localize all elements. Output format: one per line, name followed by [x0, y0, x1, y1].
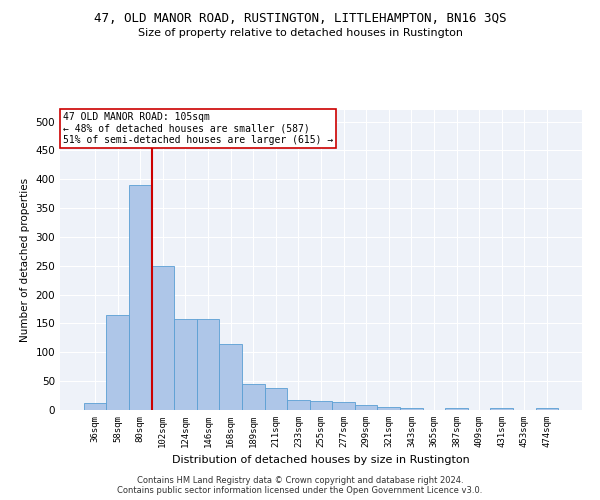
Text: 47, OLD MANOR ROAD, RUSTINGTON, LITTLEHAMPTON, BN16 3QS: 47, OLD MANOR ROAD, RUSTINGTON, LITTLEHA…: [94, 12, 506, 26]
Text: Contains public sector information licensed under the Open Government Licence v3: Contains public sector information licen…: [118, 486, 482, 495]
Text: 47 OLD MANOR ROAD: 105sqm
← 48% of detached houses are smaller (587)
51% of semi: 47 OLD MANOR ROAD: 105sqm ← 48% of detac…: [62, 112, 333, 144]
Bar: [84, 402, 106, 410]
Bar: [287, 400, 310, 410]
Bar: [536, 408, 558, 410]
Bar: [106, 315, 129, 410]
Bar: [490, 408, 513, 410]
Bar: [355, 405, 377, 410]
Bar: [445, 408, 468, 410]
Bar: [129, 185, 152, 410]
Y-axis label: Number of detached properties: Number of detached properties: [20, 178, 30, 342]
Text: Contains HM Land Registry data © Crown copyright and database right 2024.: Contains HM Land Registry data © Crown c…: [137, 476, 463, 485]
X-axis label: Distribution of detached houses by size in Rustington: Distribution of detached houses by size …: [172, 456, 470, 466]
Bar: [197, 320, 220, 410]
Bar: [377, 406, 400, 410]
Bar: [174, 320, 197, 410]
Bar: [265, 388, 287, 410]
Bar: [310, 401, 332, 410]
Bar: [400, 408, 422, 410]
Bar: [332, 402, 355, 410]
Text: Size of property relative to detached houses in Rustington: Size of property relative to detached ho…: [137, 28, 463, 38]
Bar: [152, 266, 174, 410]
Bar: [242, 384, 265, 410]
Bar: [220, 344, 242, 410]
